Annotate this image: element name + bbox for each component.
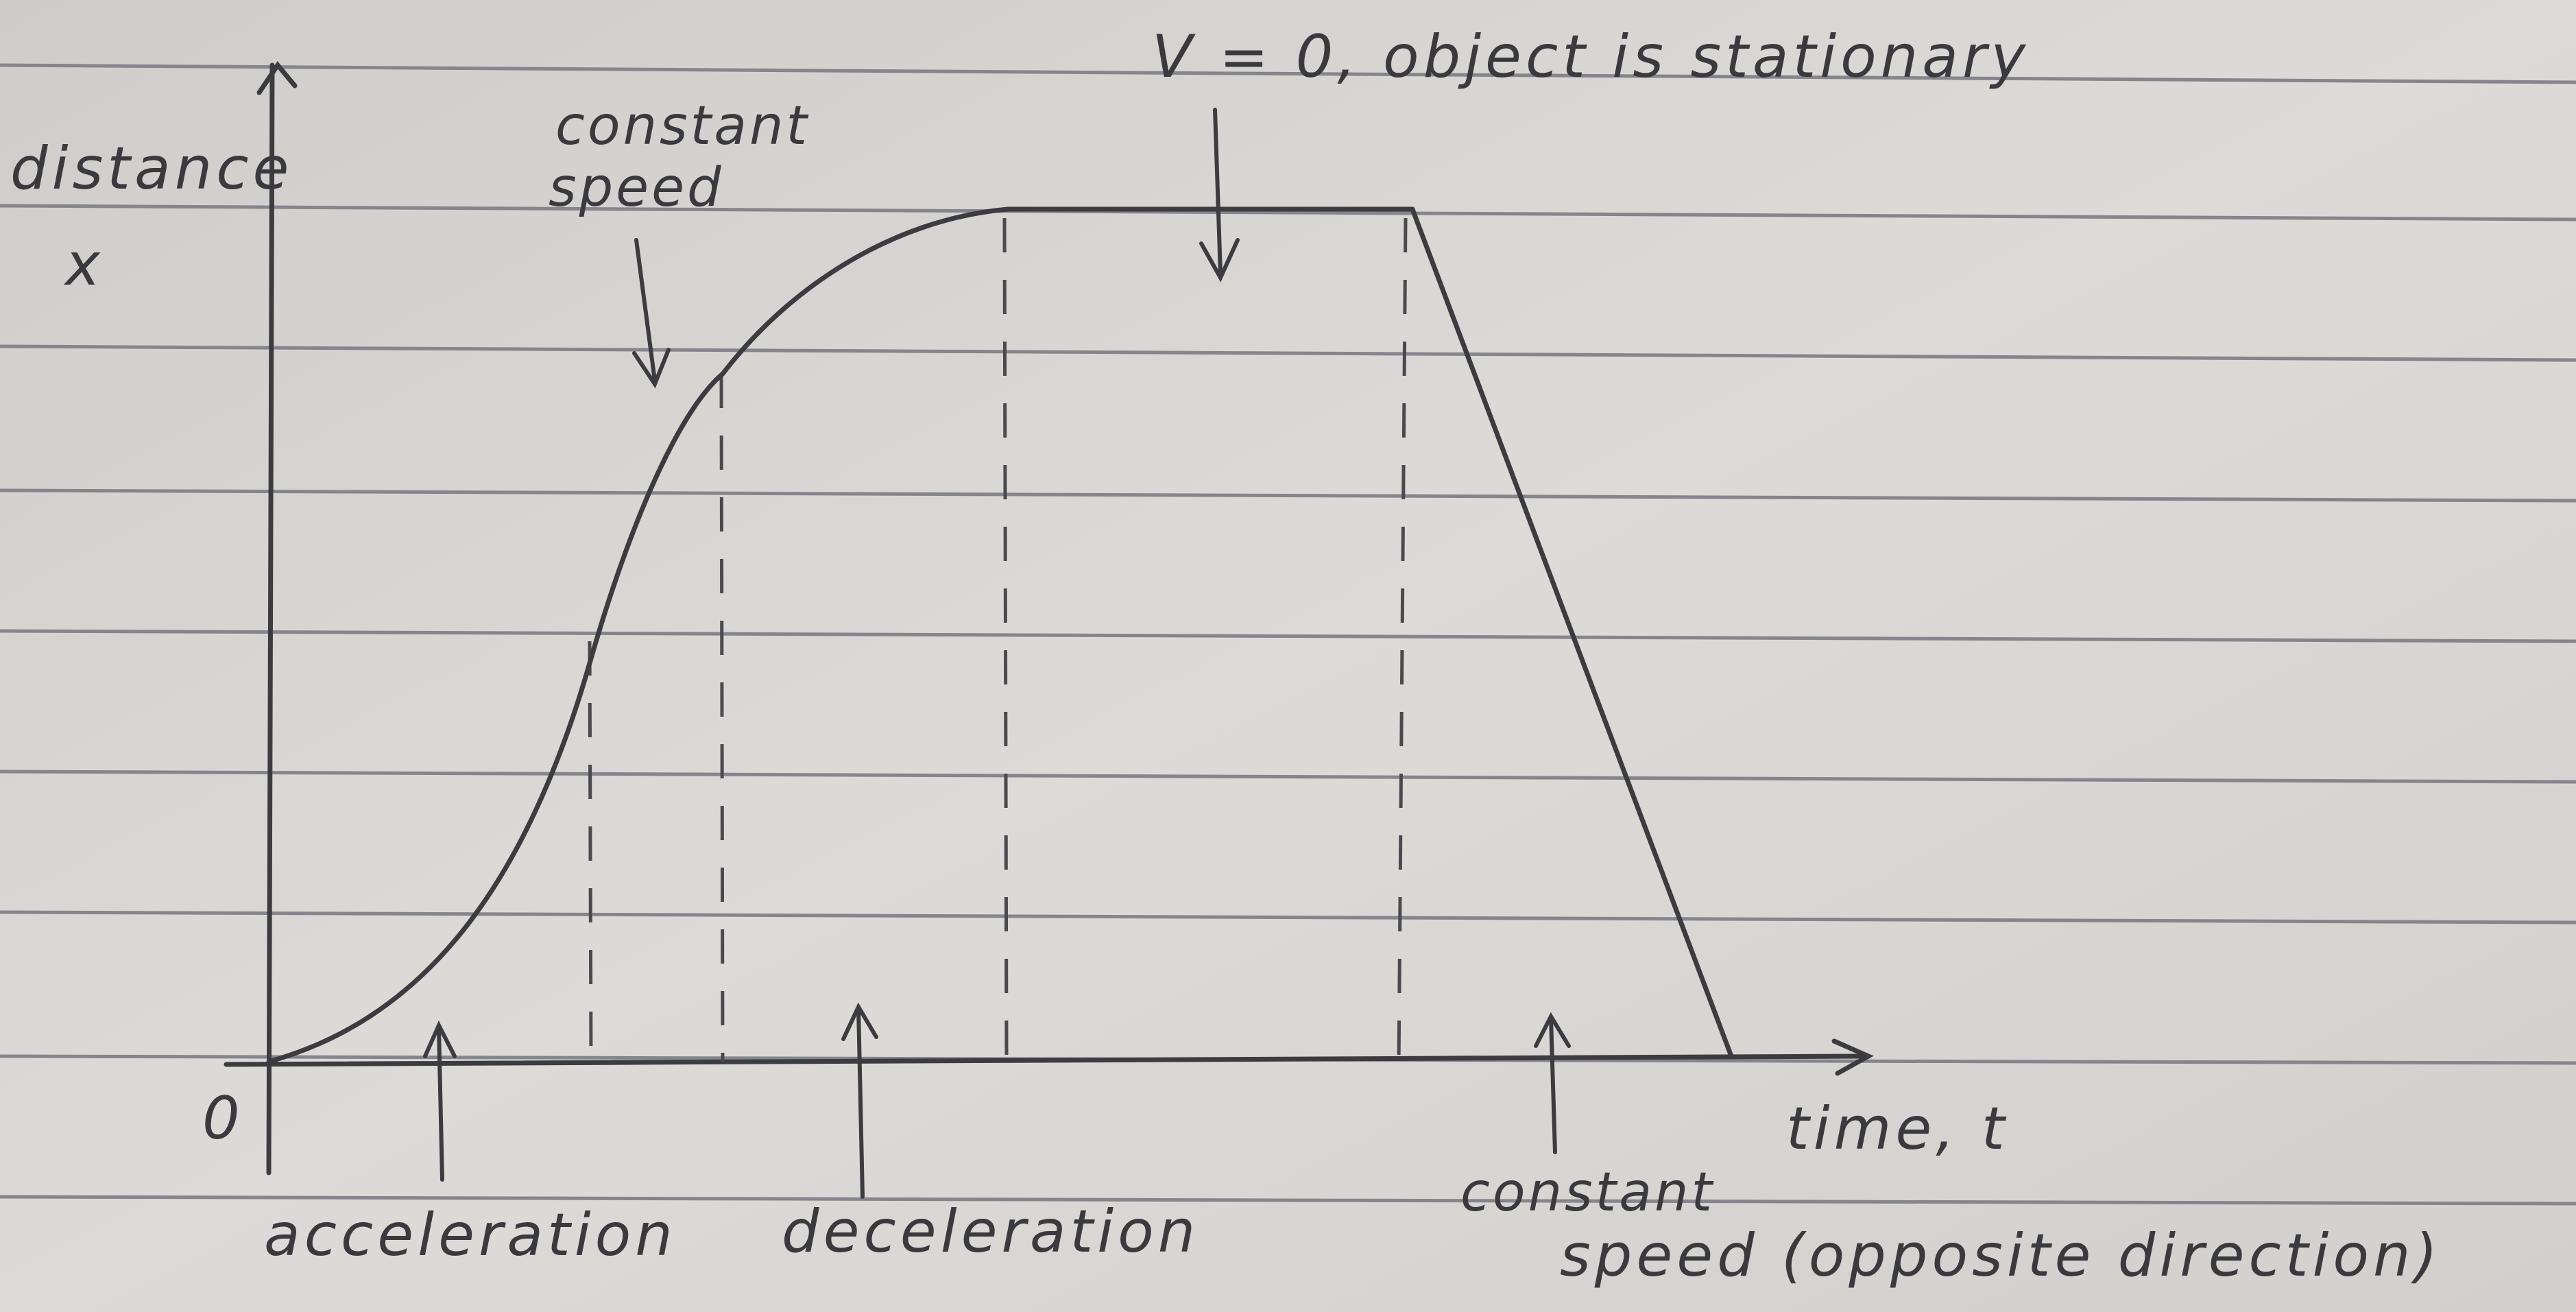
distance-curve [266, 206, 1734, 1064]
constant-speed-label-line1: constant [555, 95, 810, 157]
constant-speed-opposite-line2: speed (opposite direction) [1560, 1221, 2442, 1290]
stationary-annotation: V = 0, object is stationary [1152, 23, 2030, 91]
ruled-line [0, 770, 2576, 784]
arrow-stationary [1199, 108, 1240, 283]
ruled-line [0, 488, 2576, 503]
ruled-line [0, 63, 2576, 84]
acceleration-label: acceleration [264, 1201, 677, 1269]
ruled-lines [0, 63, 2576, 1206]
arrow-constant-speed [632, 238, 671, 389]
deceleration-label: deceleration [782, 1197, 1199, 1266]
y-axis-label: distance [10, 134, 293, 203]
constant-speed-label-line2: speed [549, 157, 724, 219]
ruled-line [0, 1195, 2576, 1206]
curve-return-constant-speed [1410, 206, 1734, 1059]
y-axis-arrowhead [256, 61, 298, 95]
ruled-line [0, 344, 2576, 362]
guide-end-constant-speed [719, 373, 725, 1062]
origin-label: 0 [202, 1084, 244, 1153]
guide-end-acceleration [588, 641, 593, 1062]
axes [224, 61, 1874, 1176]
arrow-acceleration [423, 1021, 457, 1182]
guide-end-stationary [1397, 217, 1408, 1071]
curve-acceleration-deceleration [266, 206, 1415, 1064]
arrow-constant-speed-opposite [1534, 1012, 1571, 1154]
y-axis-symbol: x [63, 230, 104, 299]
y-axis [266, 62, 275, 1176]
ruled-line [0, 629, 2576, 643]
x-axis-label: time, t [1786, 1095, 2009, 1163]
dashed-guides [588, 217, 1408, 1071]
ruled-line [0, 204, 2576, 222]
constant-speed-opposite-line1: constant [1460, 1162, 1715, 1224]
ruled-line [0, 910, 2576, 925]
annotation-arrows [423, 108, 1571, 1199]
x-axis-arrowhead [1831, 1038, 1874, 1076]
arrow-deceleration [841, 1002, 878, 1199]
x-axis [224, 1053, 1868, 1067]
guide-end-deceleration [1002, 217, 1009, 1060]
